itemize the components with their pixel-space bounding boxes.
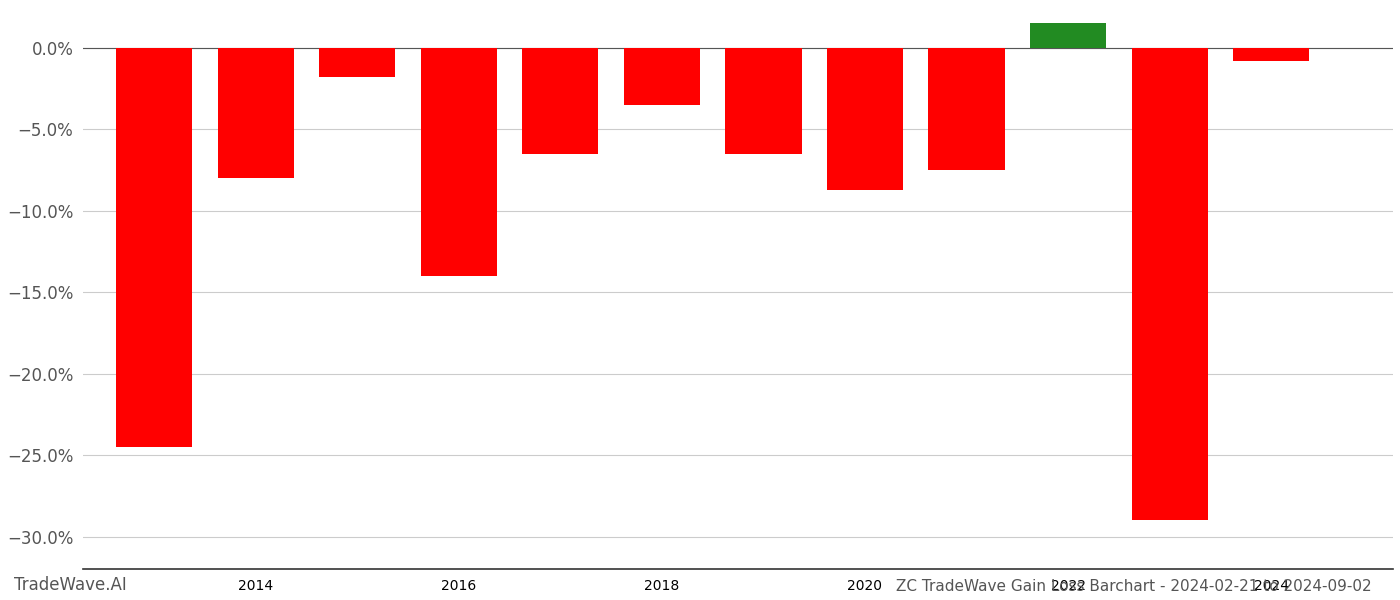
Bar [116, 47, 192, 447]
Bar [928, 47, 1005, 170]
Bar [1030, 23, 1106, 47]
Text: TradeWave.AI: TradeWave.AI [14, 576, 127, 594]
Bar [1131, 47, 1208, 520]
Bar [1233, 47, 1309, 61]
Bar [421, 47, 497, 276]
Text: ZC TradeWave Gain Loss Barchart - 2024-02-21 to 2024-09-02: ZC TradeWave Gain Loss Barchart - 2024-0… [896, 579, 1372, 594]
Bar [624, 47, 700, 105]
Bar [522, 47, 598, 154]
Bar [217, 47, 294, 178]
Bar [725, 47, 802, 154]
Bar [827, 47, 903, 190]
Bar [319, 47, 395, 77]
